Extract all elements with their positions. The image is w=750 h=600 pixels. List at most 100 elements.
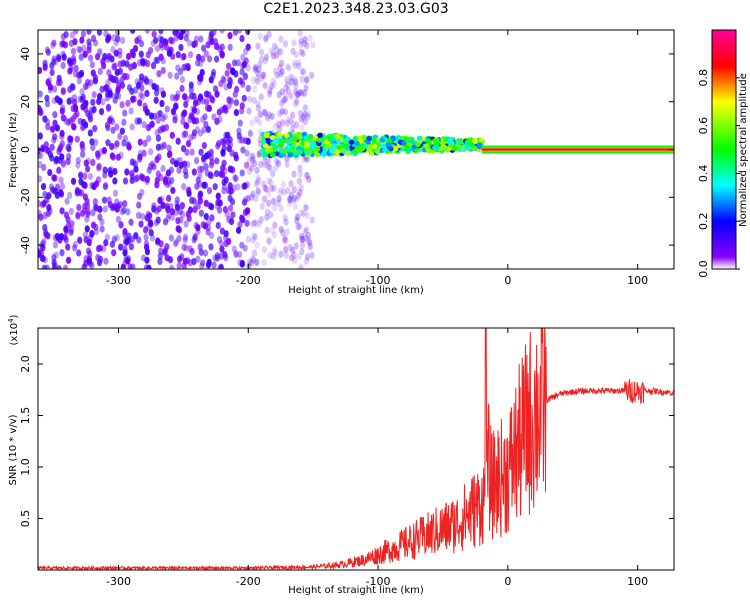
spectrogram-cell — [73, 64, 79, 72]
spectrogram-cell — [76, 45, 82, 53]
spectrogram-cell — [287, 243, 293, 252]
spectrogram-cell — [261, 195, 268, 203]
spectrogram-cell — [155, 216, 161, 224]
spectrogram-cell — [59, 182, 66, 190]
spectrogram-cell — [254, 259, 260, 267]
spectrogram-cell — [259, 72, 266, 80]
spectrogram-cell — [219, 245, 225, 253]
spectrogram-cell — [285, 81, 291, 89]
spectrogram-cell — [270, 52, 277, 60]
spectrogram-cell — [72, 38, 78, 46]
spectrogram-cell — [254, 74, 260, 82]
spectrogram-cell — [271, 80, 277, 88]
spectrogram-cell — [103, 257, 109, 265]
spectrogram-cell — [101, 147, 107, 155]
spectrogram-cell — [72, 70, 79, 78]
spectrogram-cell — [256, 150, 262, 159]
spectrogram-cell — [278, 204, 284, 212]
spectrogram-cell — [305, 231, 312, 240]
spectrogram-cell — [79, 140, 85, 149]
spectrogram-cell — [144, 256, 150, 264]
spectrogram-cell — [197, 94, 204, 102]
spectrogram-cell — [270, 77, 276, 85]
spectrogram-y-tick-label: -40 — [19, 236, 32, 254]
spectrogram-cell — [296, 59, 302, 67]
spectrogram-cell — [386, 138, 392, 144]
spectrogram-cell — [170, 107, 177, 116]
spectrogram-cell — [305, 113, 311, 121]
spectrogram-cell — [440, 140, 446, 146]
spectrogram-cell — [387, 146, 394, 152]
spectrogram-cell — [47, 207, 53, 215]
spectrogram-cell — [293, 50, 300, 59]
spectrogram-cell — [291, 195, 298, 203]
spectrogram-cell — [289, 254, 295, 262]
spectrogram-cell — [169, 93, 175, 102]
spectrogram-cell — [264, 226, 270, 234]
spectrogram-cell — [76, 188, 82, 196]
spectrogram-cell — [58, 176, 64, 184]
spectrogram-cell — [304, 171, 310, 180]
spectrogram-cell — [217, 264, 223, 269]
colorbar-tick-label: 0.8 — [697, 69, 710, 87]
spectrogram-cell — [90, 69, 96, 77]
spectrogram-cell — [84, 225, 90, 233]
spectrogram-cell — [109, 240, 116, 248]
spectrogram-cell — [301, 89, 307, 97]
spectrogram-cell — [405, 137, 412, 143]
spectrogram-cell — [293, 82, 299, 90]
spectrogram-cell — [278, 250, 284, 258]
spectrogram-cell — [183, 220, 189, 228]
spectrogram-cell — [82, 231, 89, 239]
spectrogram-cell — [203, 152, 210, 160]
spectrogram-cell — [220, 164, 226, 172]
spectrogram-cell — [247, 258, 253, 266]
spectrogram-cell — [174, 196, 180, 204]
spectrogram-cell — [309, 141, 316, 147]
spectrogram-cell — [181, 243, 187, 251]
spectrogram-cell — [226, 96, 232, 104]
spectrogram-cell — [68, 207, 74, 215]
spectrogram-cell — [241, 94, 247, 102]
spectrogram-cell — [173, 102, 179, 110]
spectrogram-cell — [87, 234, 93, 242]
spectrogram-cell — [395, 134, 402, 141]
spectrogram-cell — [472, 138, 478, 144]
spectrogram-cell — [239, 241, 245, 249]
spectrogram-cell — [136, 192, 143, 201]
spectrogram-cell — [81, 44, 87, 52]
spectrogram-cell — [128, 107, 134, 115]
spectrogram-cell — [169, 176, 175, 185]
spectrogram-cell — [47, 76, 53, 84]
spectrogram-cell — [112, 189, 119, 197]
spectrogram-cell — [124, 168, 130, 176]
spectrogram-cell — [245, 194, 251, 202]
spectrogram-cell — [276, 110, 283, 118]
spectrogram-cell — [275, 160, 282, 168]
spectrogram-cell — [295, 90, 301, 99]
spectrogram-cell — [200, 97, 206, 105]
spectrogram-cell — [218, 240, 225, 248]
spectrogram-cell — [162, 218, 169, 226]
spectrogram-cell — [58, 190, 65, 198]
spectrogram-cell — [390, 135, 396, 141]
spectrogram-cell — [86, 46, 92, 54]
spectrogram-cell — [433, 141, 440, 147]
spectrogram-cell — [142, 139, 148, 147]
spectrogram-cell — [279, 68, 285, 76]
spectrogram-cell — [304, 253, 311, 261]
spectrogram-cell — [278, 59, 285, 68]
spectrogram-cell — [279, 138, 285, 144]
spectrogram-cell — [130, 51, 136, 59]
spectrogram-cell — [392, 146, 399, 152]
spectrogram-cell — [469, 143, 476, 149]
spectrogram-cell — [243, 161, 250, 169]
spectrogram-cell — [302, 39, 308, 48]
spectrogram-cell — [183, 122, 190, 130]
spectrogram-cell — [78, 69, 85, 78]
spectrogram-cell — [287, 73, 294, 81]
spectrogram-cell — [300, 113, 307, 121]
spectrogram-cell — [215, 198, 221, 207]
spectrogram-cell — [155, 116, 161, 124]
spectrogram-cell — [78, 53, 84, 61]
